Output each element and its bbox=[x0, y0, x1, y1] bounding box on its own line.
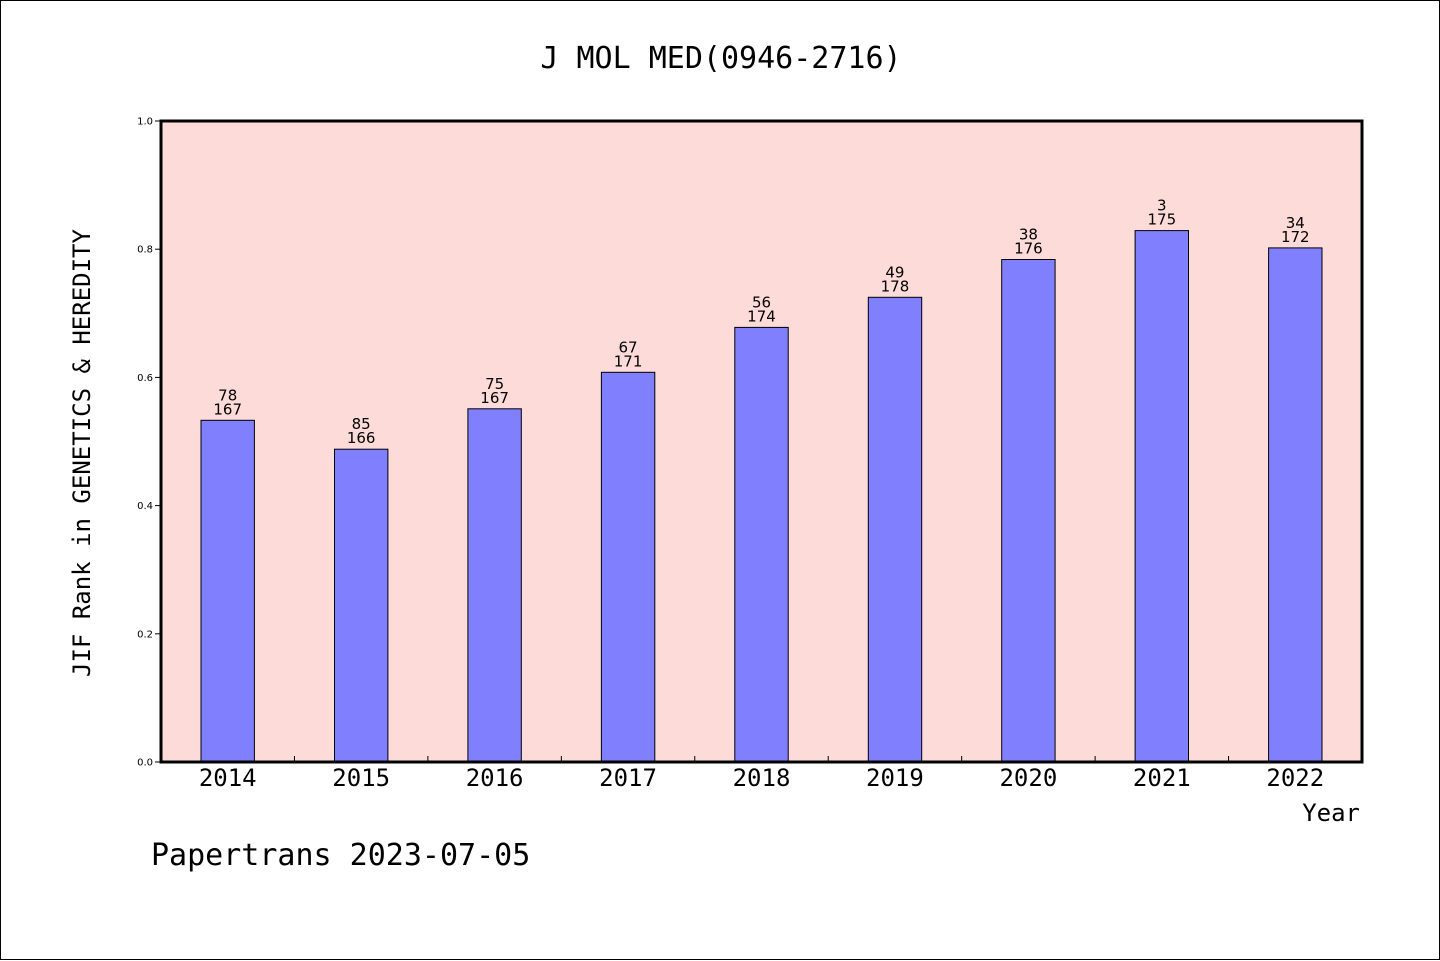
bar-label-total-2017: 171 bbox=[614, 352, 643, 370]
bar-2017 bbox=[600, 371, 656, 763]
bar-label-total-2014: 167 bbox=[213, 400, 242, 418]
x-tick-label-2020: 2020 bbox=[999, 764, 1057, 792]
bar-2016 bbox=[467, 408, 522, 763]
y-tick-label: 0.8 bbox=[137, 245, 153, 256]
bar-label-rank-2017: 67 bbox=[619, 338, 638, 356]
bar-2015 bbox=[334, 448, 389, 763]
x-tick-label-2015: 2015 bbox=[332, 764, 390, 792]
bar-label-rank-2018: 56 bbox=[752, 293, 771, 311]
bar-label-rank-2014: 78 bbox=[218, 386, 237, 404]
x-axis-label: Year bbox=[1302, 799, 1360, 827]
bar-label-total-2019: 178 bbox=[881, 277, 910, 295]
bar-label-total-2016: 167 bbox=[480, 389, 509, 407]
y-tick-label: 1.0 bbox=[137, 117, 153, 128]
x-tick-label-2019: 2019 bbox=[866, 764, 924, 792]
bar-2022 bbox=[1268, 247, 1323, 763]
bar-label-rank-2020: 38 bbox=[1019, 226, 1038, 244]
x-tick-label-2018: 2018 bbox=[733, 764, 791, 792]
bar-label-rank-2019: 49 bbox=[885, 263, 904, 281]
ticks-layer: 2014 2015 2016 2017 2018 2019 2020 2021 2022 0.0 0… bbox=[137, 117, 1324, 793]
y-tick-label: 0.4 bbox=[137, 501, 153, 512]
plot-border bbox=[159, 119, 1364, 764]
x-tick-label-2016: 2016 bbox=[466, 764, 524, 792]
x-tick-label-2022: 2022 bbox=[1266, 764, 1324, 792]
y-tick-label: 0.2 bbox=[137, 629, 153, 640]
bar-2018 bbox=[734, 326, 789, 763]
bar-label-rank-2015: 85 bbox=[352, 415, 371, 433]
y-tick-label: 0.6 bbox=[137, 373, 153, 384]
bar-label-total-2020: 176 bbox=[1014, 240, 1043, 258]
bar-label-total-2015: 166 bbox=[347, 429, 376, 447]
chart-title: J MOL MED(0946-2716) bbox=[540, 41, 901, 76]
bar-label-rank-2022: 34 bbox=[1286, 214, 1305, 232]
bar-label-rank-2021: 3 bbox=[1157, 197, 1167, 215]
bar-2019 bbox=[867, 296, 923, 763]
x-tick-label-2021: 2021 bbox=[1133, 764, 1191, 792]
y-tick-label: 0.0 bbox=[137, 758, 153, 769]
footer-credit: Papertrans 2023-07-05 bbox=[151, 838, 530, 873]
bar-2014 bbox=[200, 419, 255, 763]
x-tick-label-2017: 2017 bbox=[599, 764, 657, 792]
x-tick-label-2014: 2014 bbox=[199, 764, 257, 792]
bar-label-total-2018: 174 bbox=[747, 307, 776, 325]
bar-2020 bbox=[1001, 259, 1056, 763]
bar-label-total-2021: 175 bbox=[1148, 211, 1177, 229]
bar-label-total-2022: 172 bbox=[1281, 228, 1310, 246]
y-axis-label: JIF Rank in GENETICS & HEREDITY bbox=[68, 228, 96, 676]
bar-2021 bbox=[1134, 230, 1189, 763]
bar-label-rank-2016: 75 bbox=[485, 375, 504, 393]
